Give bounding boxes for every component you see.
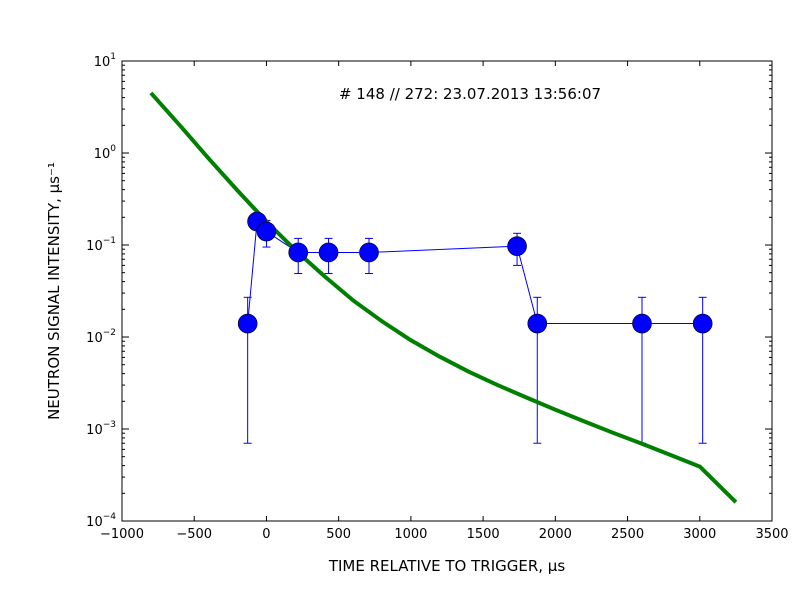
data-point — [632, 313, 652, 334]
data-point — [288, 242, 309, 263]
y-tick-label: 10−3 — [86, 420, 116, 438]
y-tick-label: 101 — [94, 52, 116, 70]
data-point — [527, 313, 548, 334]
data-point — [692, 313, 713, 334]
axes-frame — [121, 60, 773, 522]
x-tick-label: 0 — [262, 527, 270, 542]
data-point — [359, 242, 379, 263]
x-tick-label: 1500 — [467, 527, 500, 542]
model-curve — [149, 91, 738, 504]
data-point — [507, 236, 527, 257]
y-tick-label: 10−2 — [86, 328, 116, 346]
y-axis-title: NEUTRON SIGNAL INTENSITY, μs⁻¹ — [45, 162, 63, 420]
y-tick-label: 100 — [94, 144, 117, 162]
x-axis-title: TIME RELATIVE TO TRIGGER, μs — [328, 557, 566, 575]
plot-area — [149, 91, 738, 504]
tick-marks — [121, 60, 773, 522]
x-tick-label: 3000 — [683, 527, 716, 542]
y-tick-label: 10−4 — [86, 512, 116, 530]
data-point — [318, 242, 339, 263]
x-tick-label: −1000 — [100, 527, 144, 542]
x-tick-label: 2000 — [539, 527, 572, 542]
data-point — [237, 313, 258, 334]
plot-annotation: # 148 // 272: 23.07.2013 13:56:07 — [339, 85, 601, 103]
y-tick-label: 10−1 — [86, 236, 116, 254]
x-tick-label: 1000 — [394, 527, 427, 542]
x-tick-label: 3500 — [755, 527, 788, 542]
x-tick-label: 500 — [326, 527, 351, 542]
x-tick-label: 2500 — [611, 527, 644, 542]
data-point — [256, 221, 277, 242]
x-tick-label: −500 — [176, 527, 212, 542]
